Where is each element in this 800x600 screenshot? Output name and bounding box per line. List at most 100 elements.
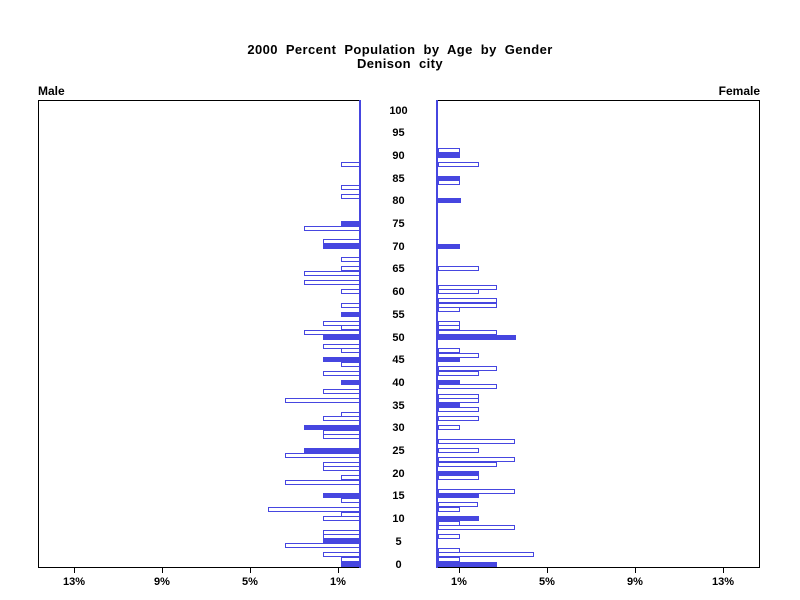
bar-female-age-36 <box>438 398 479 403</box>
bar-female-age-30 <box>438 425 460 430</box>
bar-male-age-81 <box>341 194 360 199</box>
age-tick-label-35: 35 <box>392 400 405 412</box>
x-tick-label-female-1: 1% <box>451 576 467 588</box>
age-tick-label-15: 15 <box>392 490 405 502</box>
x-tick-female-5 <box>547 568 548 573</box>
bar-male-age-44 <box>341 362 360 367</box>
bar-male-age-60 <box>341 289 360 294</box>
bar-male-age-55 <box>341 312 360 317</box>
age-tick-label-50: 50 <box>392 332 405 344</box>
bar-female-age-6 <box>438 534 460 539</box>
age-tick-label-100: 100 <box>389 105 408 117</box>
bar-female-age-60 <box>438 289 479 294</box>
age-tick-label-20: 20 <box>392 468 405 480</box>
bar-male-age-83 <box>341 185 360 190</box>
x-tick-label-male-5: 5% <box>242 576 258 588</box>
bar-male-age-4 <box>285 543 360 548</box>
age-tick-label-40: 40 <box>392 377 405 389</box>
bar-female-age-45 <box>438 357 460 362</box>
age-tick-label-10: 10 <box>392 513 405 525</box>
bar-male-age-88 <box>341 162 360 167</box>
bar-male-age-10 <box>323 516 360 521</box>
bar-male-age-30 <box>304 425 360 430</box>
bar-male-age-57 <box>341 303 360 308</box>
bar-female-age-42 <box>438 371 479 376</box>
bar-female-age-56 <box>438 307 460 312</box>
bar-male-age-21 <box>323 466 360 471</box>
bar-female-age-19 <box>438 475 479 480</box>
age-tick-label-5: 5 <box>395 536 402 548</box>
bar-female-age-22 <box>438 462 497 467</box>
bar-female-age-80 <box>438 198 461 203</box>
age-tick-label-55: 55 <box>392 309 405 321</box>
bar-male-age-64 <box>304 271 360 276</box>
bar-male-age-74 <box>304 226 360 231</box>
age-tick-label-0: 0 <box>395 559 402 571</box>
age-tick-label-80: 80 <box>392 195 405 207</box>
bar-female-age-58 <box>438 298 497 303</box>
bar-male-age-42 <box>323 371 360 376</box>
bar-female-age-91 <box>438 148 460 153</box>
x-tick-male-9 <box>162 568 163 573</box>
bar-female-age-85 <box>438 176 460 181</box>
bar-male-age-38 <box>323 389 360 394</box>
bar-female-age-13 <box>438 502 478 507</box>
x-tick-male-13 <box>74 568 75 573</box>
bar-male-age-14 <box>341 498 360 503</box>
bar-male-age-67 <box>341 257 360 262</box>
bar-male-age-25 <box>304 448 360 453</box>
x-tick-male-5 <box>250 568 251 573</box>
age-tick-label-90: 90 <box>392 150 405 162</box>
bar-female-age-84 <box>438 180 460 185</box>
bar-male-age-28 <box>323 434 360 439</box>
bar-female-age-34 <box>438 407 479 412</box>
age-tick-label-65: 65 <box>392 263 405 275</box>
bar-female-age-15 <box>438 493 479 498</box>
age-tick-label-25: 25 <box>392 445 405 457</box>
x-tick-label-male-13: 13% <box>62 576 86 588</box>
age-tick-label-75: 75 <box>392 218 405 230</box>
bar-female-age-70 <box>438 244 460 249</box>
x-tick-label-female-9: 9% <box>627 576 643 588</box>
bar-female-age-39 <box>438 384 497 389</box>
bar-female-age-57 <box>438 303 497 308</box>
bar-female-age-25 <box>438 448 479 453</box>
bar-male-age-36 <box>285 398 360 403</box>
bar-female-age-2 <box>438 552 534 557</box>
bar-female-age-20 <box>438 471 479 476</box>
chart-subtitle: Denison city <box>356 56 444 71</box>
bar-male-age-62 <box>304 280 360 285</box>
bar-female-age-12 <box>438 507 460 512</box>
bar-male-age-75 <box>341 221 360 226</box>
bar-female-age-10 <box>438 516 479 521</box>
bar-female-age-50 <box>438 335 516 340</box>
male-axis-label: Male <box>38 84 65 98</box>
x-tick-female-9 <box>635 568 636 573</box>
bar-male-age-18 <box>285 480 360 485</box>
bar-female-age-52 <box>438 325 460 330</box>
bar-female-age-8 <box>438 525 515 530</box>
female-axis-label: Female <box>718 84 760 98</box>
bar-male-age-47 <box>341 348 360 353</box>
age-tick-label-85: 85 <box>392 173 405 185</box>
bar-female-age-32 <box>438 416 479 421</box>
age-tick-label-45: 45 <box>392 354 405 366</box>
bar-female-age-23 <box>438 457 515 462</box>
bar-female-age-27 <box>438 439 515 444</box>
bar-male-age-45 <box>323 357 360 362</box>
bar-male-age-70 <box>323 244 360 249</box>
chart-title: 2000 Percent Population by Age by Gender <box>247 42 553 57</box>
x-tick-label-male-9: 9% <box>154 576 170 588</box>
bar-female-age-51 <box>438 330 497 335</box>
age-tick-label-70: 70 <box>392 241 405 253</box>
bar-female-age-35 <box>438 403 460 408</box>
bar-male-age-24 <box>285 453 360 458</box>
bar-male-age-0 <box>341 562 360 567</box>
x-tick-label-male-1: 1% <box>330 576 346 588</box>
bar-female-age-0 <box>438 562 497 567</box>
bar-female-age-1 <box>438 557 460 562</box>
bar-female-age-65 <box>438 266 479 271</box>
x-tick-label-female-13: 13% <box>711 576 735 588</box>
bar-female-age-47 <box>438 348 460 353</box>
bar-male-age-5 <box>323 539 360 544</box>
